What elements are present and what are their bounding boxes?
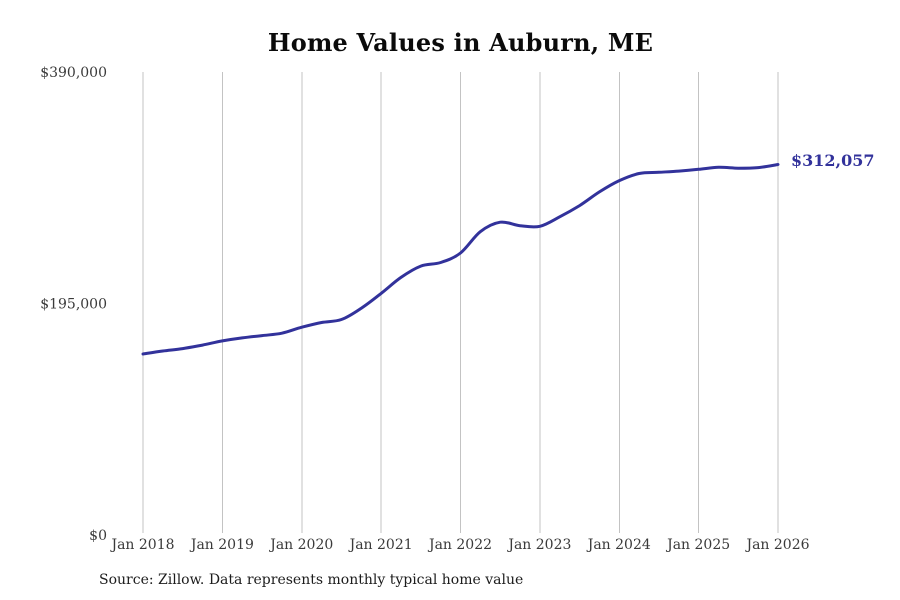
x-tick-label: Jan 2022 [427, 537, 492, 553]
value-line [141, 163, 780, 356]
x-tick-label: Jan 2026 [744, 537, 809, 553]
y-tick-label: $195,000 [40, 297, 107, 313]
source-note: Source: Zillow. Data represents monthly … [99, 572, 524, 588]
y-tick-label: $0 [89, 528, 107, 544]
x-tick-label: Jan 2021 [348, 537, 413, 553]
chart-title: Home Values in Auburn, ME [267, 28, 654, 57]
x-tick-label: Jan 2020 [268, 537, 333, 553]
x-tick-label: Jan 2023 [506, 537, 571, 553]
y-tick-label: $390,000 [40, 65, 107, 81]
end-value-label: $312,057 [791, 151, 875, 170]
x-tick-label: Jan 2018 [109, 537, 174, 553]
x-tick-label: Jan 2019 [189, 537, 254, 553]
x-tick-label: Jan 2025 [665, 537, 730, 553]
x-tick-label: Jan 2024 [586, 537, 651, 553]
